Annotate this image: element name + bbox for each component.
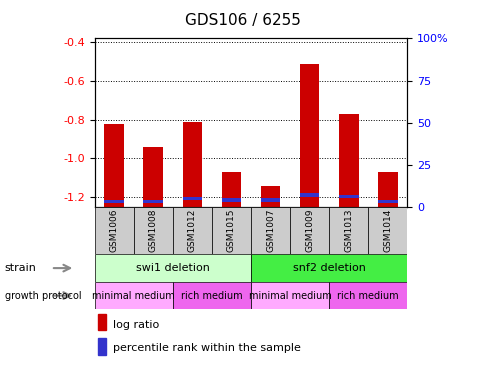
Bar <box>143 147 163 207</box>
Text: minimal medium: minimal medium <box>92 291 175 300</box>
Text: minimal medium: minimal medium <box>248 291 331 300</box>
Bar <box>378 200 397 203</box>
Text: strain: strain <box>5 263 37 273</box>
Text: GSM1008: GSM1008 <box>149 209 157 252</box>
FancyBboxPatch shape <box>172 282 251 309</box>
Bar <box>378 172 397 207</box>
FancyBboxPatch shape <box>172 207 212 254</box>
FancyBboxPatch shape <box>94 207 134 254</box>
Text: snf2 deletion: snf2 deletion <box>292 263 365 273</box>
Bar <box>182 122 202 207</box>
FancyBboxPatch shape <box>329 282 407 309</box>
Text: GSM1006: GSM1006 <box>109 209 119 252</box>
Text: GDS106 / 6255: GDS106 / 6255 <box>184 13 300 28</box>
Bar <box>182 197 202 200</box>
FancyBboxPatch shape <box>251 207 289 254</box>
Bar <box>338 114 358 207</box>
FancyBboxPatch shape <box>134 207 172 254</box>
Bar <box>260 198 280 202</box>
Bar <box>221 172 241 207</box>
FancyBboxPatch shape <box>94 254 251 282</box>
Text: GSM1009: GSM1009 <box>304 209 314 252</box>
Text: rich medium: rich medium <box>181 291 242 300</box>
Text: percentile rank within the sample: percentile rank within the sample <box>113 343 301 353</box>
FancyBboxPatch shape <box>251 254 407 282</box>
FancyBboxPatch shape <box>367 207 407 254</box>
Bar <box>299 64 319 207</box>
FancyBboxPatch shape <box>94 282 172 309</box>
Text: rich medium: rich medium <box>337 291 398 300</box>
Text: swi1 deletion: swi1 deletion <box>136 263 209 273</box>
Bar <box>260 186 280 207</box>
Text: GSM1014: GSM1014 <box>382 209 392 252</box>
FancyBboxPatch shape <box>251 282 329 309</box>
Bar <box>104 200 123 203</box>
Bar <box>143 200 163 203</box>
Text: GSM1015: GSM1015 <box>227 209 235 252</box>
FancyBboxPatch shape <box>212 207 251 254</box>
Bar <box>97 338 106 355</box>
FancyBboxPatch shape <box>289 207 329 254</box>
Text: log ratio: log ratio <box>113 320 159 330</box>
Bar <box>97 314 106 330</box>
Text: GSM1013: GSM1013 <box>344 209 352 252</box>
Bar <box>299 193 319 197</box>
Bar <box>221 198 241 202</box>
Bar <box>338 195 358 198</box>
Text: GSM1007: GSM1007 <box>266 209 274 252</box>
Bar <box>104 124 123 207</box>
Text: growth protocol: growth protocol <box>5 291 81 300</box>
Text: GSM1012: GSM1012 <box>187 209 197 252</box>
FancyBboxPatch shape <box>329 207 367 254</box>
